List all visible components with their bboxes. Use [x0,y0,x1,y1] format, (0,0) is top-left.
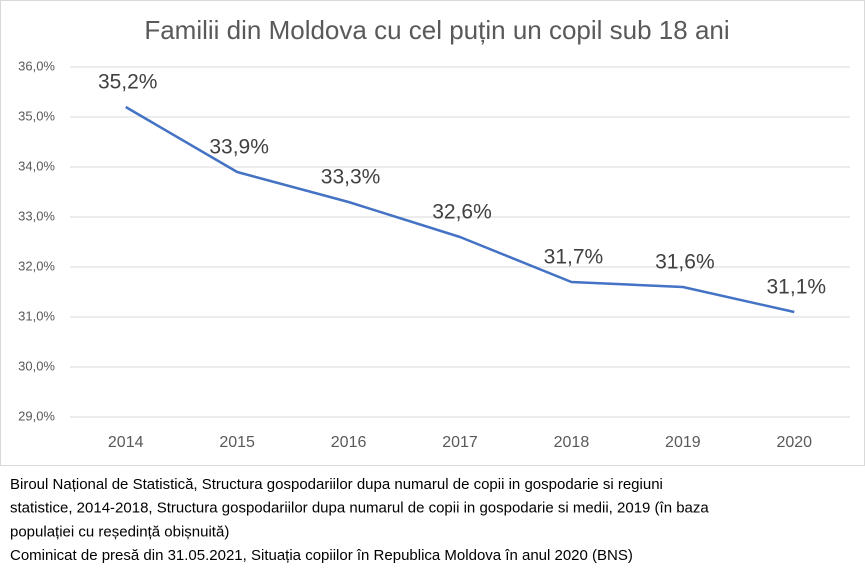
data-label: 33,3% [321,166,381,189]
data-label: 31,6% [655,251,715,274]
chart-border [0,0,865,466]
x-tick-label: 2018 [554,434,590,451]
y-tick-label: 34,0% [18,158,55,173]
x-tick-label: 2014 [108,434,144,451]
source-note: Cominicat de presă din 31.05.2021, Situa… [10,547,633,564]
y-tick-label: 30,0% [18,358,55,373]
data-label: 35,2% [98,71,158,94]
source-note: statistice, 2014-2018, Structura gospoda… [10,500,709,517]
x-tick-label: 2020 [776,434,812,451]
y-tick-label: 29,0% [18,408,55,423]
y-tick-label: 32,0% [18,258,55,273]
y-tick-label: 35,0% [18,108,55,123]
x-tick-label: 2016 [331,434,367,451]
chart-title: Familii din Moldova cu cel puțin un copi… [144,15,729,45]
data-label: 31,7% [544,246,604,269]
x-tick-label: 2019 [665,434,701,451]
data-label: 31,1% [767,276,827,299]
source-note: populației cu reședință obișnuită) [10,523,229,540]
x-tick-label: 2017 [442,434,478,451]
source-note: Biroul Național de Statistică, Structura… [10,476,663,493]
x-tick-label: 2015 [219,434,255,451]
data-label: 32,6% [432,201,492,224]
data-label: 33,9% [209,136,269,159]
y-tick-label: 31,0% [18,308,55,323]
y-tick-label: 33,0% [18,208,55,223]
y-tick-label: 36,0% [18,58,55,73]
data-line [125,105,795,314]
